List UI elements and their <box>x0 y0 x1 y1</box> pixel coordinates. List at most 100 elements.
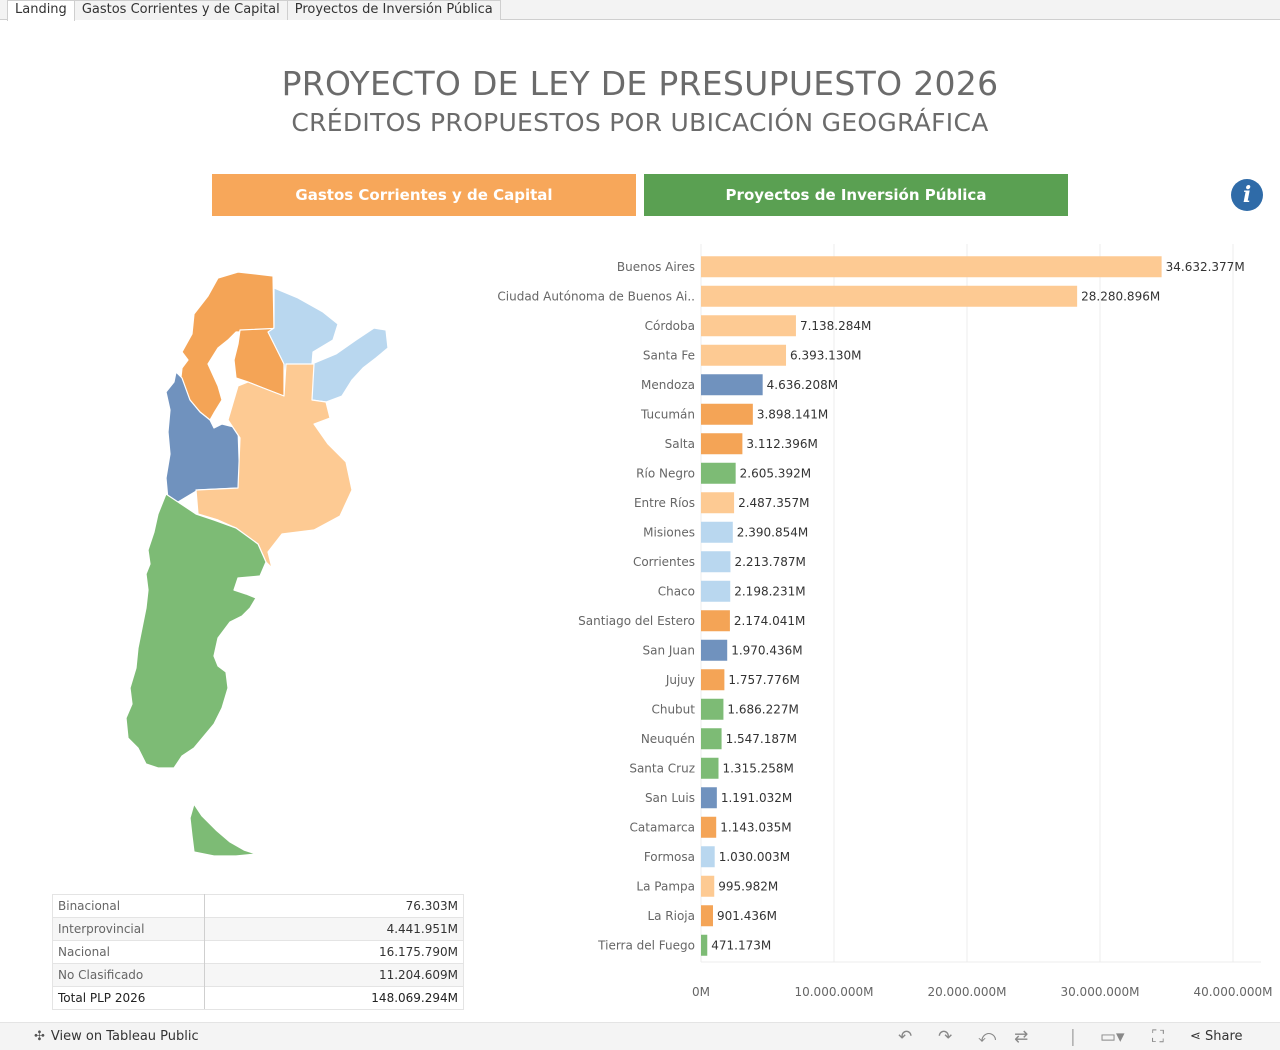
data-label: 4.636.208M <box>767 378 838 392</box>
category-label: San Luis <box>645 791 695 805</box>
data-label: 2.198.231M <box>734 584 805 598</box>
bar[interactable] <box>701 551 731 573</box>
category-label: Chaco <box>658 584 695 598</box>
bar[interactable] <box>701 403 753 425</box>
category-label: Jujuy <box>665 673 695 687</box>
data-label: 2.605.392M <box>740 466 811 480</box>
summary-total-value: 148.069.294M <box>204 986 464 1010</box>
data-label: 1.547.187M <box>726 732 797 746</box>
table-row-total: Total PLP 2026 148.069.294M <box>52 986 464 1010</box>
bar[interactable] <box>701 728 722 750</box>
category-label: Misiones <box>643 525 695 539</box>
category-label: San Juan <box>643 643 696 657</box>
category-label: Entre Ríos <box>634 496 695 510</box>
category-label: Formosa <box>644 850 695 864</box>
undo-icon[interactable]: ↶ <box>898 1027 913 1047</box>
category-label: Buenos Aires <box>617 260 695 274</box>
revert-icon[interactable]: ⤺ <box>978 1027 997 1047</box>
footer-toolbar: ✣ View on Tableau Public ↶ ↷ ⤺ ⇄ | ▭▾ ⛶ ⋖… <box>0 1022 1280 1050</box>
bar[interactable] <box>701 610 730 632</box>
map-region-patagonia[interactable] <box>125 493 267 769</box>
summary-value: 4.441.951M <box>204 917 464 941</box>
info-icon[interactable]: i <box>1231 179 1263 211</box>
table-row: Interprovincial 4.441.951M <box>52 917 464 941</box>
bar[interactable] <box>701 344 787 366</box>
bar[interactable] <box>701 462 736 484</box>
x-tick-label: 40.000.000M <box>1193 985 1272 999</box>
table-row: No Clasificado 11.204.609M <box>52 963 464 987</box>
redo-icon[interactable]: ↷ <box>938 1027 953 1047</box>
bar[interactable] <box>701 433 743 455</box>
bar[interactable] <box>701 846 715 868</box>
proyectos-button[interactable]: Proyectos de Inversión Pública <box>644 174 1068 216</box>
map-region-tdf[interactable] <box>189 803 257 857</box>
bar[interactable] <box>701 816 717 838</box>
bar[interactable] <box>701 875 715 897</box>
share-label: Share <box>1205 1029 1243 1044</box>
category-label: Chubut <box>651 702 695 716</box>
refresh-icon[interactable]: ⇄ <box>1014 1027 1029 1047</box>
tab-landing[interactable]: Landing <box>7 0 75 21</box>
bar[interactable] <box>701 698 724 720</box>
bar[interactable] <box>701 934 708 956</box>
category-label: Mendoza <box>641 378 695 392</box>
bar[interactable] <box>701 315 796 337</box>
fullscreen-icon[interactable]: ⛶ <box>1152 1027 1164 1047</box>
page-title: PROYECTO DE LEY DE PRESUPUESTO 2026 <box>281 64 999 103</box>
bar[interactable] <box>701 285 1078 307</box>
data-label: 1.757.776M <box>728 673 799 687</box>
bar[interactable] <box>701 580 731 602</box>
bar[interactable] <box>701 256 1162 278</box>
x-tick-label: 20.000.000M <box>927 985 1006 999</box>
data-label: 1.191.032M <box>721 791 792 805</box>
tableau-icon: ✣ <box>34 1029 45 1044</box>
category-label: La Pampa <box>636 879 695 893</box>
category-label: Neuquén <box>641 732 695 746</box>
data-label: 34.632.377M <box>1166 260 1245 274</box>
category-label: Ciudad Autónoma de Buenos Ai.. <box>497 289 695 303</box>
tab-gastos[interactable]: Gastos Corrientes y de Capital <box>73 0 288 20</box>
bar[interactable] <box>701 757 719 779</box>
category-label: Santiago del Estero <box>578 614 695 628</box>
share-button[interactable]: ⋖ Share <box>1190 1029 1243 1044</box>
bar[interactable] <box>701 905 713 927</box>
gastos-button[interactable]: Gastos Corrientes y de Capital <box>212 174 636 216</box>
category-label: Salta <box>665 437 695 451</box>
tab-bar: Landing Gastos Corrientes y de Capital P… <box>0 0 1280 21</box>
category-label: La Rioja <box>647 909 695 923</box>
summary-label: No Clasificado <box>52 963 205 987</box>
bar[interactable] <box>701 787 717 809</box>
data-label: 1.315.258M <box>722 761 793 775</box>
bar[interactable] <box>701 521 733 543</box>
data-label: 7.138.284M <box>800 319 871 333</box>
summary-total-label: Total PLP 2026 <box>52 986 205 1010</box>
data-label: 1.970.436M <box>731 643 802 657</box>
category-label: Corrientes <box>633 555 695 569</box>
summary-table: Binacional 76.303M Interprovincial 4.441… <box>52 894 464 1010</box>
share-icon: ⋖ <box>1190 1029 1206 1044</box>
page-subtitle: CRÉDITOS PROPUESTOS POR UBICACIÓN GEOGRÁ… <box>291 108 989 137</box>
download-icon[interactable]: ▭▾ <box>1100 1027 1125 1047</box>
category-label: Córdoba <box>645 319 695 333</box>
view-on-tableau-link[interactable]: ✣ View on Tableau Public <box>34 1029 199 1044</box>
bar[interactable] <box>701 669 725 691</box>
data-label: 6.393.130M <box>790 348 861 362</box>
tab-proyectos[interactable]: Proyectos de Inversión Pública <box>286 0 501 20</box>
data-label: 901.436M <box>717 909 777 923</box>
bar[interactable] <box>701 374 763 396</box>
argentina-map[interactable] <box>118 268 398 860</box>
bar-chart[interactable]: 0M 10.000.000M 20.000.000M 30.000.000M 40.00… <box>490 240 1280 1010</box>
category-label: Río Negro <box>636 466 695 480</box>
table-row: Binacional 76.303M <box>52 894 464 918</box>
bar[interactable] <box>701 639 728 661</box>
category-label: Catamarca <box>630 820 695 834</box>
bar[interactable] <box>701 492 735 514</box>
divider: | <box>1070 1027 1076 1047</box>
data-label: 1.030.003M <box>719 850 790 864</box>
summary-value: 76.303M <box>204 894 464 918</box>
data-label: 2.390.854M <box>737 525 808 539</box>
summary-value: 11.204.609M <box>204 963 464 987</box>
x-tick-label: 30.000.000M <box>1060 985 1139 999</box>
map-region-centro[interactable] <box>195 363 353 569</box>
x-tick-label: 0M <box>692 985 710 999</box>
